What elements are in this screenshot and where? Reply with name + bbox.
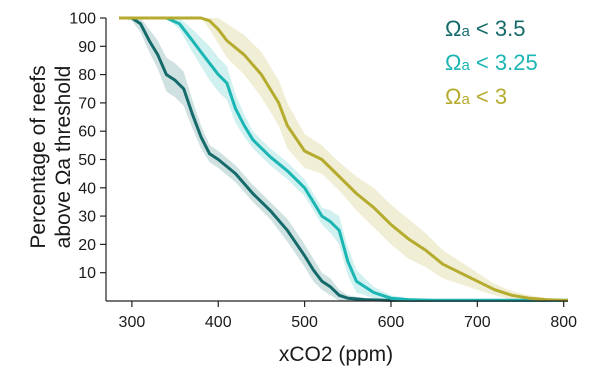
- y-tick-label: 10: [78, 265, 96, 282]
- omega-symbol: Ω: [445, 84, 461, 109]
- y-axis-title-line1: Percentage of reefs: [27, 65, 50, 248]
- series-lines: [119, 16, 568, 302]
- y-tick-label: 20: [78, 237, 96, 254]
- x-axis-title: xCO2 (ppm): [279, 343, 393, 366]
- y-tick-label: 60: [78, 124, 96, 141]
- legend-entry-1: Ωa < 3.5: [445, 16, 525, 41]
- y-tick-label: 70: [78, 95, 96, 112]
- legend-threshold: < 3: [470, 84, 507, 109]
- omega-subscript: a: [461, 23, 470, 40]
- legend-threshold: < 3.5: [470, 16, 526, 41]
- y-axis-title-line2: above Ωa threshold: [52, 66, 75, 249]
- uncertainty-band-series-2: [119, 18, 435, 301]
- omega-symbol: Ω: [445, 16, 461, 41]
- x-tick-label: 700: [464, 314, 491, 331]
- x-tick-label: 800: [550, 314, 577, 331]
- uncertainty-bands: [119, 18, 564, 301]
- y-ticks: 10 20 30 40 50 60 70 80 90 100: [69, 11, 106, 282]
- omega-subscript: a: [461, 91, 470, 108]
- legend-threshold: < 3.25: [470, 50, 538, 75]
- legend-entry-2: Ωa < 3.25: [445, 50, 538, 75]
- omega-symbol: Ω: [445, 50, 461, 75]
- series-line-3: [119, 16, 568, 302]
- y-tick-label: 50: [78, 152, 96, 169]
- x-ticks: 300 400 500 600 700 800: [119, 301, 577, 331]
- omega-subscript: a: [461, 57, 470, 74]
- legend-entry-3: Ωa < 3: [445, 84, 507, 109]
- y-tick-label: 40: [78, 180, 96, 197]
- uncertainty-band-series-1: [119, 18, 391, 301]
- y-tick-label: 30: [78, 209, 96, 226]
- y-tick-label: 100: [69, 11, 96, 28]
- x-tick-label: 400: [205, 314, 232, 331]
- y-tick-label: 90: [78, 39, 96, 56]
- series-line-1: [119, 16, 568, 302]
- x-tick-label: 300: [119, 314, 146, 331]
- x-tick-label: 600: [378, 314, 405, 331]
- series-line-2: [119, 16, 568, 302]
- x-tick-label: 500: [291, 314, 318, 331]
- y-tick-label: 80: [78, 67, 96, 84]
